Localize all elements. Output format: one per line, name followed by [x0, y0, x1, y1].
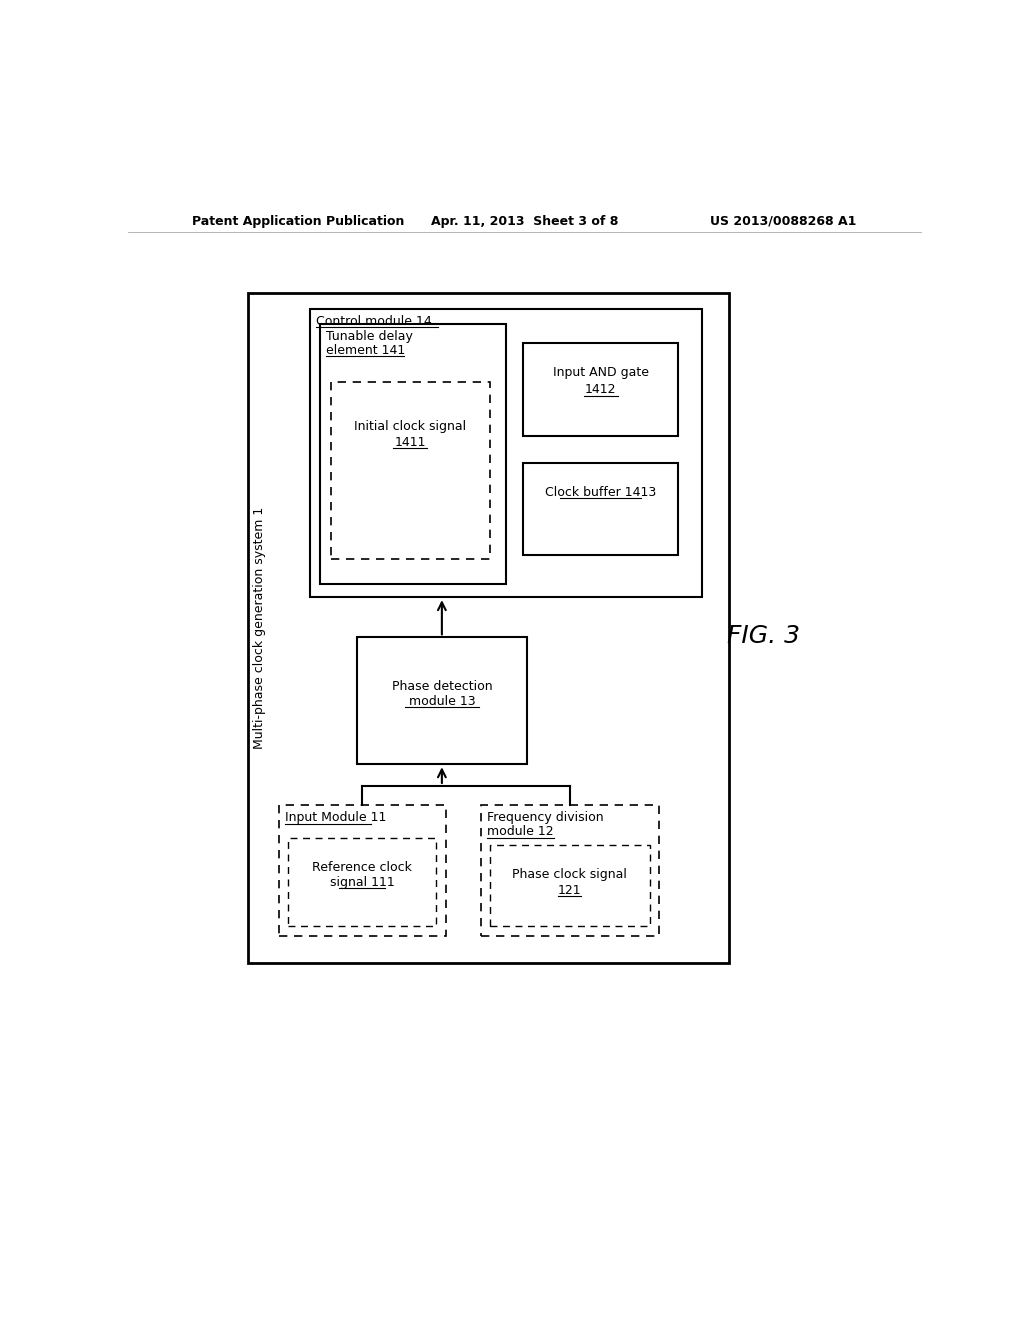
Text: Frequency division: Frequency division: [486, 812, 603, 825]
Bar: [331, 381, 489, 558]
Text: Initial clock signal: Initial clock signal: [354, 420, 466, 433]
Text: 121: 121: [558, 884, 582, 896]
Text: Input AND gate: Input AND gate: [553, 367, 649, 379]
Bar: [310, 309, 701, 598]
Bar: [248, 293, 729, 964]
Text: 1412: 1412: [585, 383, 616, 396]
Bar: [489, 845, 649, 927]
Text: Multi-phase clock generation system 1: Multi-phase clock generation system 1: [253, 507, 266, 750]
Text: Input Module 11: Input Module 11: [286, 812, 387, 825]
Bar: [523, 343, 678, 436]
Text: module 13: module 13: [409, 696, 475, 708]
Bar: [480, 805, 658, 936]
Text: Phase detection: Phase detection: [391, 680, 493, 693]
Text: signal 111: signal 111: [330, 876, 394, 890]
Bar: [523, 462, 678, 554]
Text: module 12: module 12: [486, 825, 553, 838]
Text: 1411: 1411: [394, 436, 426, 449]
Bar: [321, 323, 506, 585]
Bar: [280, 805, 445, 936]
Text: Patent Application Publication: Patent Application Publication: [191, 215, 403, 227]
Text: Clock buffer 1413: Clock buffer 1413: [545, 486, 656, 499]
Text: US 2013/0088268 A1: US 2013/0088268 A1: [710, 215, 856, 227]
Text: FIG. 3: FIG. 3: [727, 624, 800, 648]
Text: Tunable delay: Tunable delay: [327, 330, 414, 343]
Text: Phase clock signal: Phase clock signal: [512, 869, 627, 882]
Bar: [356, 638, 527, 764]
Text: Reference clock: Reference clock: [312, 861, 412, 874]
Text: element 141: element 141: [327, 345, 406, 356]
Bar: [289, 838, 436, 927]
Text: Control module 14: Control module 14: [316, 314, 432, 327]
Text: Apr. 11, 2013  Sheet 3 of 8: Apr. 11, 2013 Sheet 3 of 8: [431, 215, 618, 227]
